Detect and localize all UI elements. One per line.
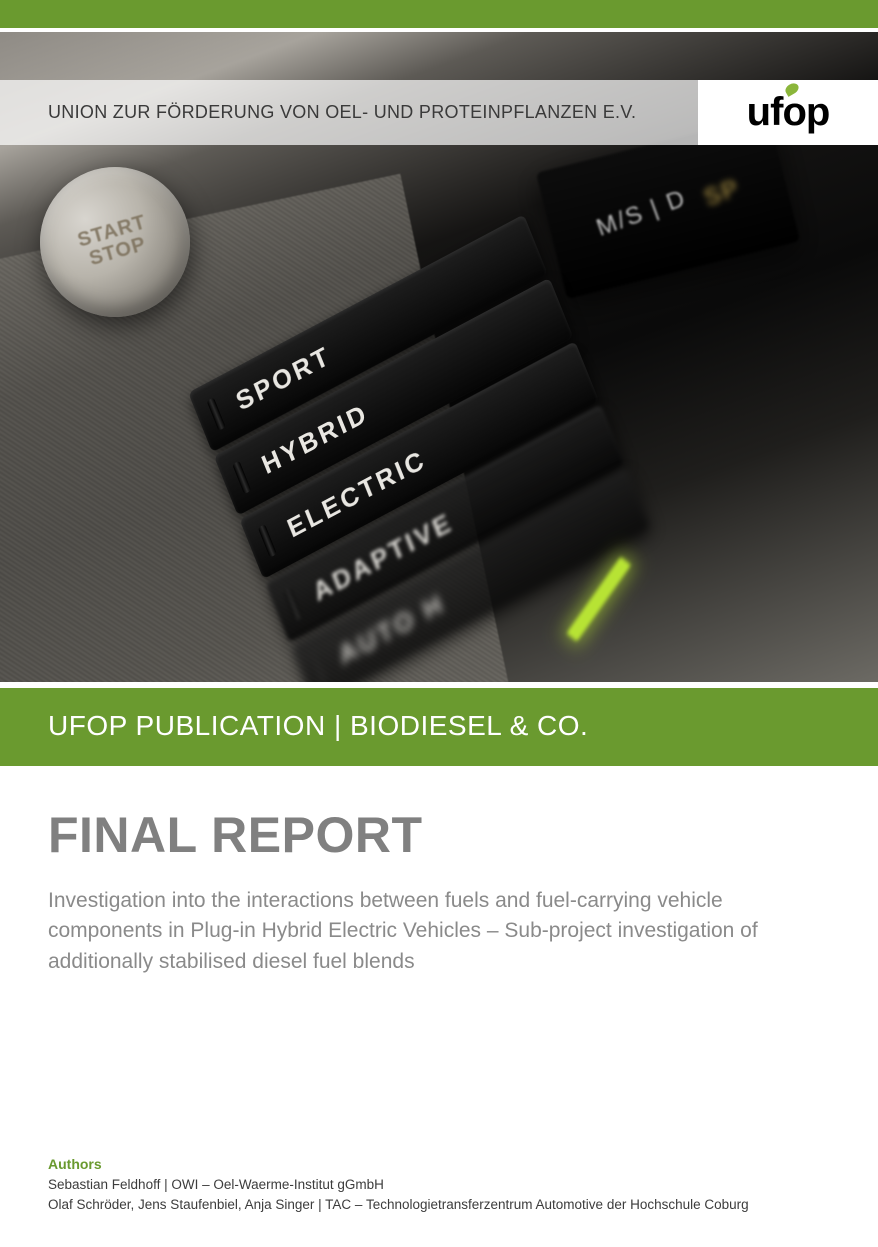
logo: ufop <box>698 80 878 145</box>
author-line-2: Olaf Schröder, Jens Staufenbiel, Anja Si… <box>48 1195 830 1215</box>
author-line-1: Sebastian Feldhoff | OWI – Oel-Waerme-In… <box>48 1175 830 1195</box>
logo-suffix: p <box>806 90 829 134</box>
publication-bar-text: UFOP PUBLICATION | BIODIESEL & CO. <box>48 710 830 742</box>
publication-bar: UFOP PUBLICATION | BIODIESEL & CO. <box>0 688 878 766</box>
logo-leaf-icon: o <box>782 90 805 135</box>
gear-text: M/S | D <box>593 184 691 242</box>
logo-prefix: uf <box>747 90 783 134</box>
report-title: FINAL REPORT <box>48 806 830 864</box>
mode-led-indicator <box>566 557 631 642</box>
start-stop-label: STARTSTOP <box>75 212 154 272</box>
report-subtitle: Investigation into the interactions betw… <box>48 886 808 977</box>
gear-sp: SP <box>700 174 743 213</box>
logo-text: ufop <box>747 90 830 135</box>
header-bar: UNION ZUR FÖRDERUNG VON OEL- UND PROTEIN… <box>0 80 878 145</box>
top-green-stripe <box>0 0 878 28</box>
authors-label: Authors <box>48 1156 830 1172</box>
content-area: FINAL REPORT Investigation into the inte… <box>0 766 878 977</box>
org-name: UNION ZUR FÖRDERUNG VON OEL- UND PROTEIN… <box>0 80 698 145</box>
authors-block: Authors Sebastian Feldhoff | OWI – Oel-W… <box>48 1156 830 1216</box>
